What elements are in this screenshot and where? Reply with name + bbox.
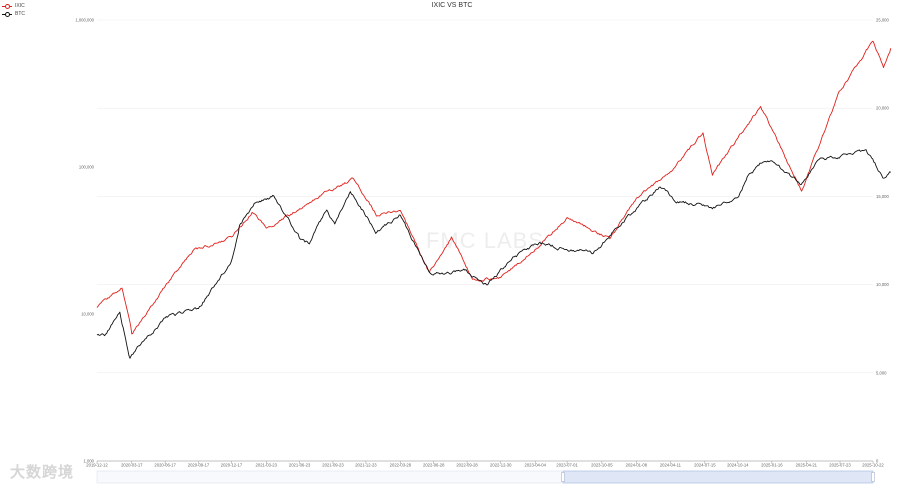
legend-label-ixic: IXIC xyxy=(15,3,25,9)
x-tick-2024-04-11: 2024-04-11 xyxy=(660,463,682,468)
y-right-tick-10-000: 10,000 xyxy=(876,282,889,287)
y-right-tick-5-000: 5,000 xyxy=(876,370,887,375)
x-tick-2022-06-28: 2022-06-28 xyxy=(423,463,445,468)
x-tick-2022-03-28: 2022-03-28 xyxy=(390,463,412,468)
x-tick-2025-04-21: 2025-04-21 xyxy=(796,463,818,468)
legend-swatch-btc xyxy=(2,12,12,17)
x-tick-2023-04-04: 2023-04-04 xyxy=(524,463,546,468)
x-tick-2022-09-28: 2022-09-28 xyxy=(456,463,478,468)
series-line-btc xyxy=(96,149,891,359)
legend-item-btc[interactable]: BTC xyxy=(2,10,25,18)
x-tick-2025-10-22: 2025-10-22 xyxy=(862,463,884,468)
legend-item-ixic[interactable]: IXIC xyxy=(2,2,25,10)
zoom-selection xyxy=(562,470,874,484)
series-layer xyxy=(96,40,892,359)
x-tick-2020-03-17: 2020-03-17 xyxy=(121,463,143,468)
brand-logo: 大数跨境 xyxy=(10,464,75,481)
legend-label-btc: BTC xyxy=(15,11,25,17)
watermark-layer: FMC LABS xyxy=(426,228,544,253)
x-tick-2023-07-01: 2023-07-01 xyxy=(556,463,578,468)
legend: IXIC BTC xyxy=(2,2,25,18)
x-tick-2025-01-16: 2025-01-16 xyxy=(761,463,783,468)
x-tick-2025-07-23: 2025-07-23 xyxy=(829,463,851,468)
zoom-handle-left xyxy=(561,472,565,482)
y-left-tick-1-000-000: 1,000,000 xyxy=(75,18,94,23)
watermark: FMC LABS xyxy=(426,228,544,253)
x-tick-2024-07-15: 2024-07-15 xyxy=(694,463,716,468)
y-right-tick-25-000: 25,000 xyxy=(876,18,889,23)
x-tick-2022-12-30: 2022-12-30 xyxy=(490,463,512,468)
x-tick-2020-12-17: 2020-12-17 xyxy=(221,463,243,468)
zoom-handle-right xyxy=(871,472,875,482)
x-tick-2021-03-23: 2021-03-23 xyxy=(256,463,278,468)
y-right-tick-0: 0 xyxy=(876,459,879,464)
y-right-tick-20-000: 20,000 xyxy=(876,106,889,111)
legend-swatch-ixic xyxy=(2,4,12,9)
series-line-ixic xyxy=(96,40,892,335)
chart-title: IXIC VS BTC xyxy=(431,2,473,9)
x-tick-2021-12-23: 2021-12-23 xyxy=(355,463,377,468)
x-tick-2020-06-17: 2020-06-17 xyxy=(154,463,176,468)
x-tick-2024-10-14: 2024-10-14 xyxy=(727,463,749,468)
y-left-tick-1-000: 1,000 xyxy=(84,459,95,464)
y-left-tick-100-000: 100,000 xyxy=(79,165,95,170)
x-tick-2023-10-05: 2023-10-05 xyxy=(591,463,613,468)
x-tick-2020-09-17: 2020-09-17 xyxy=(188,463,210,468)
zoom-slider[interactable] xyxy=(96,470,875,484)
y-right-tick-15-000: 15,000 xyxy=(876,194,889,199)
x-tick-2019-12-12: 2019-12-12 xyxy=(86,463,108,468)
x-tick-2024-01-08: 2024-01-08 xyxy=(626,463,648,468)
y-left-tick-10-000: 10,000 xyxy=(81,312,94,317)
axis-layer: 25,000 20,000 15,000 10,000 5,000 0 1,000,000 1… xyxy=(75,18,889,468)
x-tick-2021-06-23: 2021-06-23 xyxy=(289,463,311,468)
x-tick-2021-09-23: 2021-09-23 xyxy=(322,463,344,468)
